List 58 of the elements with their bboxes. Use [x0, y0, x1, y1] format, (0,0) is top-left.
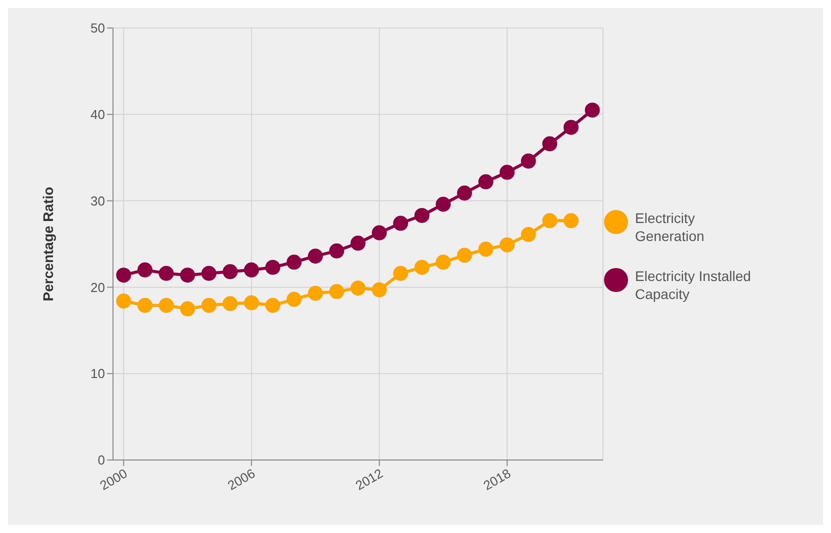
point	[542, 213, 558, 228]
point	[308, 248, 323, 264]
point	[180, 301, 196, 316]
point	[500, 237, 515, 252]
point	[286, 292, 302, 307]
y-tick-label: 50	[90, 20, 105, 36]
point	[436, 254, 451, 270]
point	[500, 164, 515, 180]
point	[222, 264, 238, 280]
point	[244, 262, 259, 278]
point	[137, 262, 152, 278]
point	[542, 136, 558, 152]
point	[201, 266, 216, 281]
point	[158, 298, 174, 313]
point	[137, 298, 152, 313]
y-tick-label: 0	[98, 452, 105, 468]
y-tick-label: 10	[90, 366, 105, 382]
y-axis-title: Percentage Ratio	[40, 186, 56, 302]
point	[350, 236, 366, 251]
point	[414, 260, 430, 275]
point	[478, 174, 494, 190]
point	[564, 213, 579, 228]
point	[308, 286, 323, 301]
point	[564, 120, 579, 135]
x-tick-label: 2006	[225, 466, 258, 494]
point	[393, 266, 408, 281]
point	[116, 268, 132, 283]
point	[436, 196, 451, 212]
point	[244, 295, 259, 310]
point	[372, 282, 387, 298]
y-tick-label: 40	[90, 107, 105, 122]
legend-label: Electricity Generation	[635, 208, 706, 244]
point	[286, 254, 302, 270]
point	[350, 280, 366, 296]
point	[158, 266, 174, 281]
point	[265, 298, 280, 313]
point	[180, 268, 196, 283]
y-tick-label: 20	[90, 280, 105, 295]
x-tick-label: 2000	[97, 466, 130, 494]
x-tick-label: 2012	[352, 466, 386, 494]
point	[393, 216, 408, 231]
point	[116, 294, 132, 309]
point	[265, 260, 280, 275]
point	[372, 225, 387, 240]
point	[457, 186, 472, 201]
point	[520, 154, 536, 169]
point	[457, 248, 472, 263]
point	[201, 298, 216, 313]
point	[520, 226, 536, 242]
point	[414, 208, 430, 223]
point	[478, 242, 494, 257]
point	[584, 102, 600, 118]
point	[222, 296, 238, 312]
y-tick-label: 30	[90, 193, 105, 208]
point	[329, 284, 344, 300]
legend-label: Electricity Installed Capacity	[635, 266, 752, 302]
point	[329, 243, 344, 258]
x-tick-label: 2018	[480, 466, 514, 494]
